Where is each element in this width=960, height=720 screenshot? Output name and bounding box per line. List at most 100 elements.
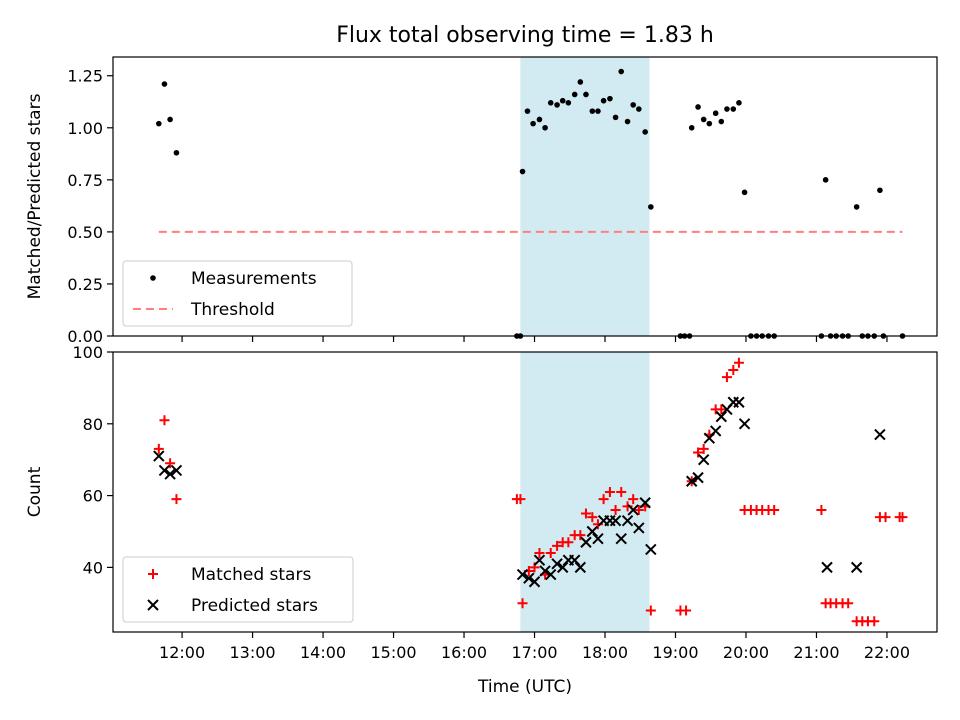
count-plot-frame <box>112 351 938 633</box>
measurement-point <box>595 108 601 114</box>
legend-box <box>122 260 353 327</box>
legend-label: Threshold <box>190 300 275 320</box>
predicted-star-point <box>609 515 622 527</box>
measurement-point <box>167 116 173 123</box>
predicted-star-point <box>580 536 592 548</box>
measurement-point <box>712 110 719 117</box>
measurement-point <box>173 149 180 156</box>
matched-star-point <box>716 404 727 415</box>
matched-star-point <box>517 598 528 609</box>
measurement-point <box>730 106 737 112</box>
x-tick-label: 15:00 <box>370 643 416 662</box>
predicted-star-point <box>153 450 165 462</box>
x-tick-label: 22:00 <box>864 643 910 662</box>
matched-star-point <box>645 605 656 616</box>
measurement-point <box>724 106 730 112</box>
matched-star-point <box>534 548 545 559</box>
x-tick-label: 21:00 <box>793 643 839 662</box>
predicted-star-point <box>516 568 529 581</box>
matched-star-point <box>575 530 586 541</box>
matched-star-point <box>610 504 621 515</box>
measurement-point <box>700 116 707 123</box>
measurement-point <box>822 177 829 183</box>
legend-box <box>122 556 354 623</box>
predicted-star-point <box>557 561 569 574</box>
legend-label: Measurements <box>191 269 317 289</box>
matched-star-point <box>698 443 709 454</box>
count-panel: 40 60 80 100 12:00 13:00 14:00 15:00 16:00 17:00 1… <box>25 343 938 662</box>
matched-star-point <box>693 447 704 458</box>
count-legend: Matched stars Predicted stars <box>122 556 354 623</box>
ratio-axes: 0.00 0.25 0.50 0.75 1.00 1.25 <box>67 67 888 346</box>
measurement-point <box>642 129 648 135</box>
y-tick-label: 0.25 <box>67 275 103 294</box>
matched-star-point <box>633 504 644 515</box>
count-y-axis-label: Count <box>25 466 45 517</box>
legend-symbol <box>148 569 158 579</box>
matched-star-point <box>816 504 827 515</box>
measurement-point <box>524 108 531 114</box>
legend-label: Predicted stars <box>191 596 318 616</box>
ratio-legend: Measurements Threshold <box>122 260 353 327</box>
predicted-star-point <box>158 464 171 477</box>
measurement-point <box>519 168 526 175</box>
matched-star-point <box>897 512 908 523</box>
observing-interval-shade <box>520 352 650 632</box>
predicted-star-point <box>523 572 535 584</box>
measurement-point <box>559 97 566 104</box>
matched-star-point <box>587 512 598 523</box>
matched-star-point <box>153 443 164 454</box>
predicted-star-point <box>821 561 833 574</box>
measurement-point <box>161 81 168 87</box>
y-tick-label: 1.25 <box>67 67 103 86</box>
observing-interval-shade <box>520 57 650 336</box>
predicted-star-point <box>533 554 546 566</box>
measurement-point <box>536 116 543 123</box>
predicted-star-point <box>645 543 657 556</box>
y-tick-label: 0.75 <box>67 171 103 190</box>
matched-star-point <box>563 537 574 548</box>
x-tick-label: 19:00 <box>652 643 698 662</box>
matched-star-point <box>733 357 744 368</box>
matched-star-point <box>728 364 739 375</box>
predicted-star-point <box>545 568 557 581</box>
predicted-star-point <box>738 418 751 430</box>
measurement-point <box>706 120 713 127</box>
count-axes: 40 60 80 100 12:00 13:00 14:00 15:00 16:00 17:00 1… <box>72 343 910 662</box>
matched-star-point <box>598 494 609 505</box>
measurement-point <box>589 108 596 114</box>
measurement-point <box>618 68 625 75</box>
y-tick-label: 100 <box>72 343 103 362</box>
measurement-point <box>736 100 742 106</box>
measurement-point <box>853 204 860 210</box>
ratio-y-axis-label: Matched/Predicted stars <box>25 93 45 299</box>
predicted-star-point <box>627 504 639 516</box>
predicted-star-point <box>170 464 183 477</box>
matched-star-point <box>515 494 526 505</box>
predicted-star-point <box>568 554 581 566</box>
predicted-star-point <box>574 561 587 574</box>
measurement-point <box>542 124 548 131</box>
predicted-star-point <box>874 428 886 441</box>
legend-label: Matched stars <box>191 565 311 585</box>
predicted-star-point <box>685 475 698 487</box>
predicted-star-point <box>709 425 722 437</box>
chart-title: Flux total observing time = 1.83 h <box>336 23 714 48</box>
predicted-star-point <box>692 471 704 484</box>
x-tick-label: 20:00 <box>723 643 769 662</box>
measurement-point <box>577 79 584 85</box>
matched-star-point <box>159 415 170 426</box>
x-tick-label: 17:00 <box>511 643 557 662</box>
matched-star-point <box>869 616 880 627</box>
x-tick-label: 13:00 <box>230 643 276 662</box>
measurement-point <box>688 124 695 131</box>
matched-star-point <box>721 372 732 383</box>
matched-star-point <box>580 508 591 519</box>
predicted-star-point <box>697 453 710 466</box>
x-tick-label: 14:00 <box>300 643 346 662</box>
predicted-star-point <box>733 396 745 408</box>
predicted-star-point <box>592 532 604 545</box>
matched-star-point <box>843 598 854 609</box>
predicted-star-point <box>715 410 728 423</box>
matched-star-point <box>165 458 176 469</box>
